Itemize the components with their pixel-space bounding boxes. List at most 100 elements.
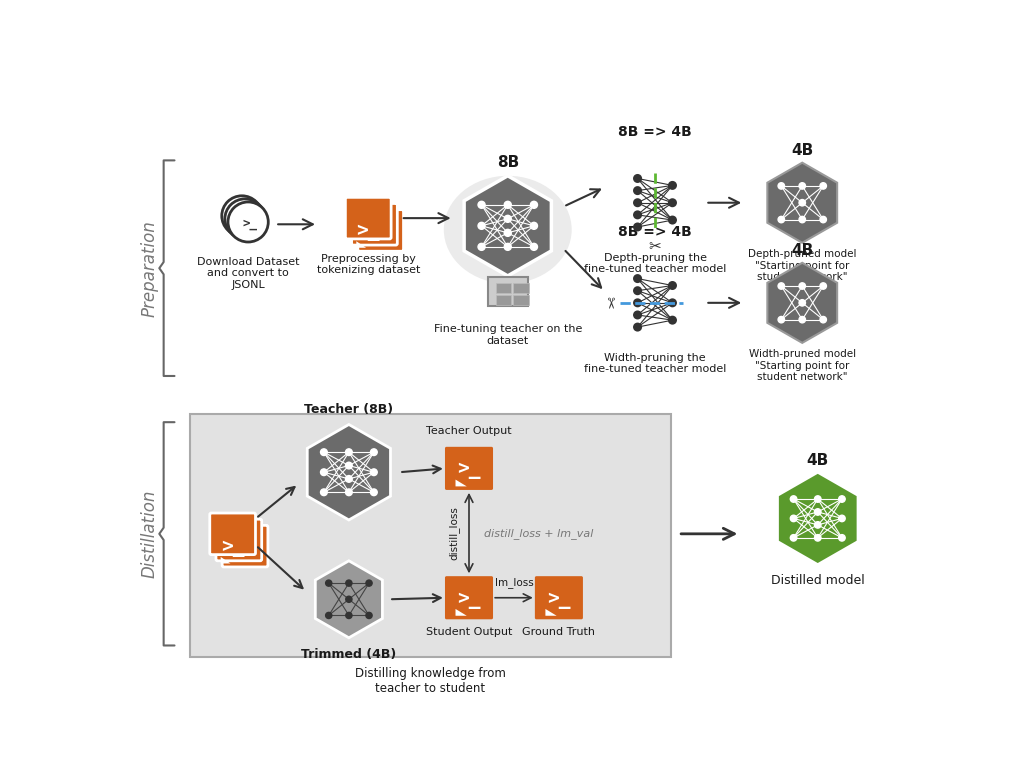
Text: Distillation: Distillation [140, 490, 159, 578]
Text: >_: >_ [458, 590, 480, 609]
Text: >_: >_ [240, 214, 255, 227]
Circle shape [366, 613, 372, 619]
Circle shape [321, 449, 328, 455]
Circle shape [326, 580, 332, 586]
Circle shape [478, 244, 485, 250]
Circle shape [346, 580, 352, 586]
Circle shape [799, 200, 806, 206]
Circle shape [668, 198, 677, 207]
Circle shape [633, 222, 642, 231]
FancyBboxPatch shape [513, 282, 528, 293]
Polygon shape [546, 609, 557, 616]
Text: Width-pruned model
"Starting point for
student network": Width-pruned model "Starting point for s… [749, 349, 856, 383]
Circle shape [633, 298, 642, 307]
Circle shape [799, 283, 806, 289]
Circle shape [799, 183, 806, 189]
Polygon shape [456, 609, 467, 616]
Circle shape [321, 469, 328, 476]
Text: Preparation: Preparation [140, 220, 159, 317]
Circle shape [633, 323, 642, 332]
Circle shape [778, 216, 784, 222]
Text: 4B: 4B [792, 143, 813, 158]
Text: 8B: 8B [497, 155, 519, 170]
Text: ✂: ✂ [602, 297, 616, 309]
Circle shape [633, 174, 642, 183]
Text: 8B => 4B: 8B => 4B [618, 225, 692, 239]
Circle shape [633, 186, 642, 195]
Circle shape [326, 613, 332, 619]
Circle shape [633, 210, 642, 219]
Circle shape [504, 229, 511, 236]
Circle shape [668, 216, 677, 225]
Circle shape [346, 613, 352, 619]
Text: >_: >_ [458, 461, 480, 480]
Circle shape [345, 462, 352, 469]
Circle shape [346, 597, 352, 603]
Polygon shape [356, 241, 367, 247]
Circle shape [799, 300, 806, 306]
Circle shape [814, 521, 821, 528]
Circle shape [633, 286, 642, 295]
Text: Trimmed (4B): Trimmed (4B) [301, 648, 396, 661]
Polygon shape [464, 176, 551, 276]
Ellipse shape [443, 176, 571, 284]
Circle shape [799, 317, 806, 323]
Circle shape [791, 496, 797, 502]
Circle shape [633, 274, 642, 283]
Polygon shape [777, 472, 858, 565]
Circle shape [371, 469, 377, 476]
Text: 8B => 4B: 8B => 4B [618, 125, 692, 139]
FancyBboxPatch shape [210, 513, 255, 555]
Circle shape [222, 196, 262, 236]
Text: Distilled model: Distilled model [771, 574, 864, 587]
Circle shape [478, 222, 485, 229]
Circle shape [530, 201, 538, 208]
Circle shape [814, 496, 821, 502]
Text: Width-pruning the
fine-tuned teacher model: Width-pruning the fine-tuned teacher mod… [584, 353, 726, 374]
Text: Fine-tuning teacher on the
dataset: Fine-tuning teacher on the dataset [433, 324, 582, 346]
Circle shape [814, 534, 821, 541]
Text: 4B: 4B [807, 453, 828, 468]
Text: Depth-pruning the
fine-tuned teacher model: Depth-pruning the fine-tuned teacher mod… [584, 253, 726, 275]
Circle shape [478, 201, 485, 208]
Circle shape [668, 298, 677, 307]
Text: Ground Truth: Ground Truth [522, 627, 595, 637]
Circle shape [839, 515, 845, 521]
Circle shape [791, 534, 797, 541]
Polygon shape [315, 561, 382, 638]
Circle shape [371, 449, 377, 455]
Circle shape [820, 183, 826, 189]
Circle shape [668, 316, 677, 325]
Text: lm_loss: lm_loss [495, 578, 534, 588]
Circle shape [820, 216, 826, 222]
FancyBboxPatch shape [535, 576, 583, 619]
Circle shape [504, 216, 511, 222]
Circle shape [633, 310, 642, 320]
Text: Teacher Output: Teacher Output [426, 427, 512, 436]
Text: >_: >_ [356, 222, 380, 241]
Text: Student Output: Student Output [426, 627, 512, 637]
Circle shape [530, 222, 538, 229]
Text: ✂: ✂ [648, 239, 662, 254]
Circle shape [345, 489, 352, 496]
FancyBboxPatch shape [222, 525, 268, 567]
FancyBboxPatch shape [216, 519, 262, 561]
Circle shape [814, 509, 821, 515]
FancyBboxPatch shape [445, 447, 493, 490]
Polygon shape [767, 162, 838, 243]
Circle shape [839, 534, 845, 541]
Text: Teacher (8B): Teacher (8B) [304, 402, 393, 416]
Polygon shape [221, 557, 230, 563]
Text: 4B: 4B [792, 243, 813, 258]
Text: distill_loss: distill_loss [449, 506, 460, 560]
Text: Distilling knowledge from
teacher to student: Distilling knowledge from teacher to stu… [354, 667, 506, 695]
FancyBboxPatch shape [351, 203, 397, 245]
Circle shape [839, 496, 845, 502]
Text: Depth-pruned model
"Starting point for
student network": Depth-pruned model "Starting point for s… [748, 249, 856, 282]
Text: distill_loss + lm_val: distill_loss + lm_val [484, 528, 594, 540]
Polygon shape [307, 424, 390, 520]
Polygon shape [767, 263, 838, 343]
Circle shape [820, 317, 826, 323]
Circle shape [228, 202, 268, 242]
Circle shape [366, 580, 372, 586]
